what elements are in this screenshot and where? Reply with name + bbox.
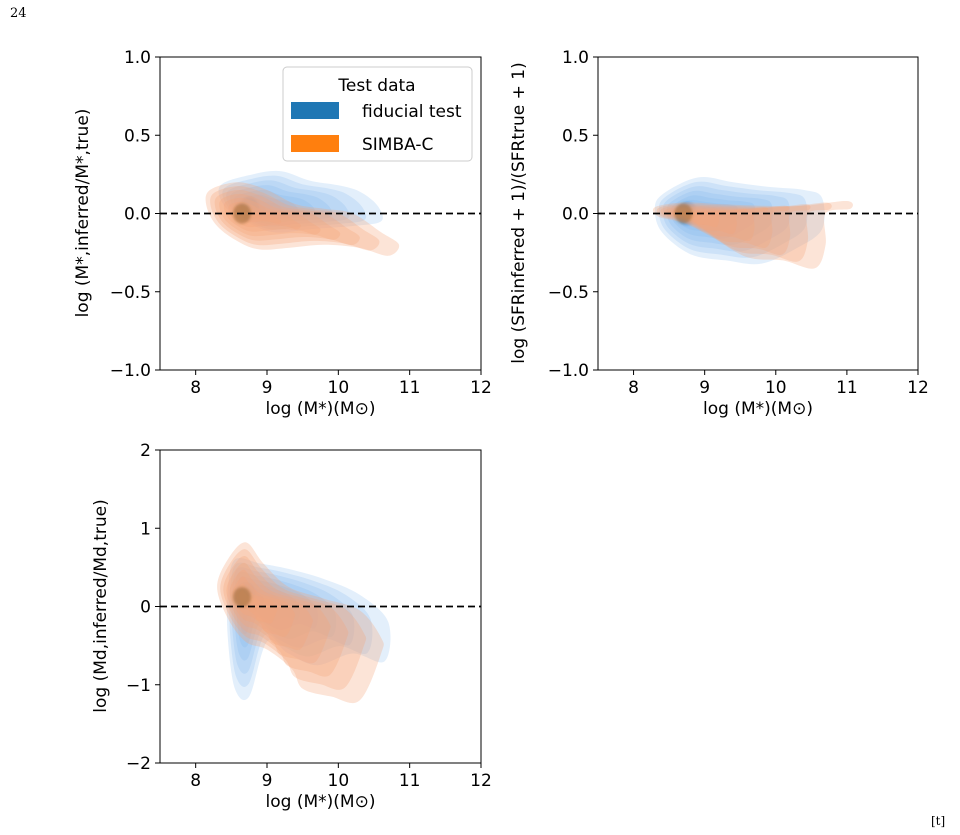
contour-level <box>654 177 825 265</box>
x-tick-label: 11 <box>836 378 858 398</box>
contour-level <box>219 193 341 240</box>
float-placement-mark: [t] <box>931 814 946 828</box>
x-axis-label: log (M*)(M⊙) <box>266 792 376 812</box>
y-axis-label: log (M*,inferred/M*,true) <box>73 109 93 318</box>
y-tick-label: 0.5 <box>562 126 589 146</box>
contour-level <box>226 562 331 664</box>
x-tick-label: 10 <box>765 378 787 398</box>
contour-level <box>666 190 773 246</box>
y-tick-label: 1 <box>140 519 151 539</box>
contour-level <box>220 549 367 690</box>
contour-level <box>662 186 791 252</box>
contour-level <box>231 567 355 674</box>
density-peak <box>674 203 693 224</box>
y-axis-label: log (Md,inferred/Md,true) <box>91 499 111 712</box>
contour-level <box>205 182 400 256</box>
x-tick-label: 8 <box>190 378 201 398</box>
contour-level <box>223 555 349 677</box>
series-fiducial <box>226 557 391 701</box>
contour-level <box>656 202 832 262</box>
panel-top-left: 8 9 10 11 12 1.0 0.5 0.0 −0.5 −1.0 log (M*)(M⊙) log… <box>73 48 492 419</box>
contour-level <box>226 557 391 701</box>
contour-level <box>210 186 380 251</box>
x-tick-label: 12 <box>907 378 929 398</box>
legend: Test data fiducial test SIMBA-C <box>282 66 473 162</box>
x-tick-label: 11 <box>399 771 421 791</box>
contour-level <box>229 562 373 687</box>
y-tick-label: −1.0 <box>110 361 151 381</box>
y-tick-label: 0.0 <box>562 205 589 225</box>
x-tick-label: 12 <box>470 771 492 791</box>
contour-level <box>233 571 337 661</box>
legend-label-fiducial: fiducial test <box>362 102 462 122</box>
y-tick-label: −0.5 <box>110 283 151 303</box>
legend-title: Test data <box>337 76 415 96</box>
contour-level <box>236 576 319 648</box>
x-axis-label: log (M*)(M⊙) <box>703 399 813 419</box>
contour-level <box>217 542 384 704</box>
x-tick-label: 12 <box>470 378 492 398</box>
y-tick-label: 0 <box>140 598 151 618</box>
contour-level <box>218 170 383 233</box>
contour-level <box>214 190 360 246</box>
contour-level <box>668 207 769 242</box>
x-tick-label: 8 <box>190 771 201 791</box>
y-tick-label: 1.0 <box>562 48 589 68</box>
y-tick-label: −0.5 <box>548 283 589 303</box>
x-axis-label: log (M*)(M⊙) <box>266 399 376 419</box>
x-tick-label: 9 <box>262 378 273 398</box>
y-tick-label: −1.0 <box>548 361 589 381</box>
density-peak <box>233 587 252 608</box>
x-tick-label: 8 <box>628 378 639 398</box>
y-axis-label: log (SFRinferred + 1)/(SFRtrue + 1) <box>509 62 529 363</box>
y-tick-label: 0.5 <box>124 126 151 146</box>
y-tick-label: −1 <box>126 676 151 696</box>
contour-level <box>664 205 790 249</box>
y-tick-label: 0.0 <box>124 205 151 225</box>
y-tick-label: 1.0 <box>124 48 151 68</box>
x-tick-label: 9 <box>262 771 273 791</box>
y-tick-label: 2 <box>140 441 151 461</box>
legend-swatch-fiducial <box>291 102 339 119</box>
contour-level <box>222 175 367 230</box>
panel-top-right: 8 9 10 11 12 1.0 0.5 0.0 −0.5 −1.0 log (M*)(M⊙) log… <box>509 48 929 419</box>
series-simba <box>217 542 384 704</box>
series-simba <box>652 200 853 269</box>
page-number: 24 <box>10 6 27 21</box>
contour-level <box>658 181 808 258</box>
series-simba <box>205 182 400 256</box>
x-tick-label: 9 <box>699 378 710 398</box>
legend-swatch-simba <box>291 135 339 152</box>
y-tick-label: −2 <box>126 754 151 774</box>
contour-level <box>660 204 811 255</box>
contour-level <box>652 200 853 269</box>
x-tick-label: 10 <box>328 771 350 791</box>
plot-area <box>652 177 853 269</box>
x-tick-label: 10 <box>328 378 350 398</box>
legend-label-simba: SIMBA-C <box>362 135 433 155</box>
contour-level <box>229 569 313 651</box>
plot-area <box>217 542 391 704</box>
x-tick-label: 11 <box>399 378 421 398</box>
